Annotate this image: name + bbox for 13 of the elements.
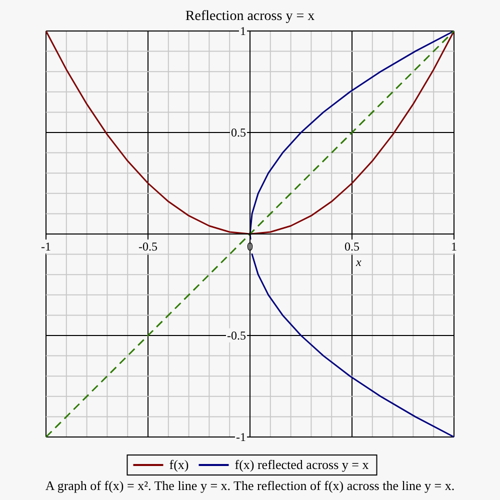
y-tick-label: 0.5: [231, 125, 246, 140]
y-tick-label: 1: [240, 24, 246, 38]
legend-label: f(x) reflected across y = x: [234, 457, 370, 472]
x-tick-label: -1: [41, 240, 51, 254]
y-tick-label: -1: [236, 430, 246, 444]
text: A graph of f(x) = x². The line y = x. The reflection of f(x) across the line y = x.: [45, 478, 455, 493]
x-tick-label: -0.5: [138, 240, 158, 254]
x-axis-title: x: [355, 255, 362, 269]
x-tick-label: 1: [451, 240, 457, 254]
y-tick-label: -0.5: [227, 328, 246, 342]
legend-label: f(x): [169, 457, 189, 472]
x-tick-label: 0.5: [344, 240, 360, 254]
chart-title: Reflection across y = x: [185, 9, 315, 24]
